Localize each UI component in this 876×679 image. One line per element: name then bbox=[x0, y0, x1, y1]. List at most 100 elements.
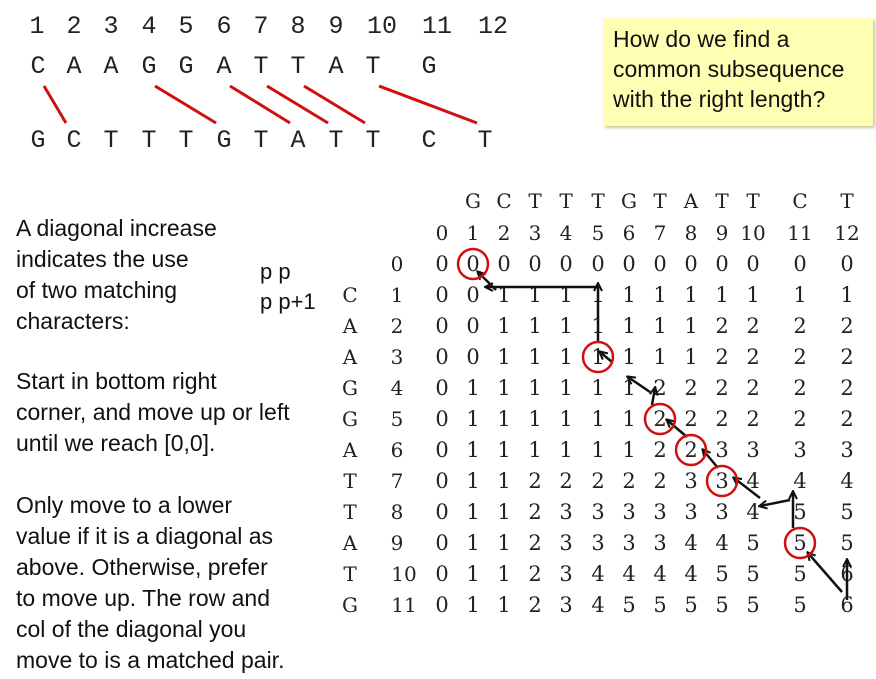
dp-cell: 5 bbox=[746, 593, 759, 617]
dp-cell: 0 bbox=[435, 345, 448, 369]
dp-cell: 5 bbox=[793, 531, 806, 555]
dp-cell: 5 bbox=[840, 531, 853, 555]
dp-cell: 3 bbox=[622, 500, 635, 524]
sequence-top-char: C bbox=[30, 52, 46, 81]
dp-cell: 1 bbox=[653, 345, 666, 369]
dp-cell: 2 bbox=[840, 376, 853, 400]
dp-cell: 1 bbox=[497, 438, 510, 462]
sequence-index: 12 bbox=[477, 12, 509, 41]
col-index: 2 bbox=[498, 221, 511, 245]
dp-cell: 4 bbox=[591, 593, 604, 617]
col-index: 12 bbox=[834, 221, 859, 245]
dp-cell: 1 bbox=[528, 314, 541, 338]
sequence-index: 10 bbox=[366, 12, 398, 41]
dp-cell: 2 bbox=[746, 376, 759, 400]
traceback-arrow bbox=[667, 420, 688, 438]
dp-cell: 0 bbox=[435, 531, 448, 555]
dp-cell: 3 bbox=[840, 438, 853, 462]
sequence-top-char: G bbox=[178, 52, 194, 81]
match-lines bbox=[42, 84, 478, 125]
question-line: with the right length? bbox=[613, 86, 826, 112]
dp-cell: 2 bbox=[793, 376, 806, 400]
sequence-bottom-char: C bbox=[421, 126, 437, 155]
pp-label: p p+1 bbox=[260, 289, 316, 314]
dp-cell: 3 bbox=[715, 500, 728, 524]
dp-cell: 1 bbox=[746, 283, 759, 307]
dp-cell: 1 bbox=[684, 283, 697, 307]
dp-cell: 1 bbox=[466, 376, 479, 400]
sequence-bottom-char: T bbox=[328, 126, 344, 155]
explanation-line: above. Otherwise, prefer bbox=[16, 554, 268, 580]
dp-cell: 0 bbox=[435, 500, 448, 524]
dp-cell: 4 bbox=[684, 531, 697, 555]
traceback-arrow bbox=[652, 388, 655, 406]
traceback-arrow bbox=[808, 553, 843, 593]
dp-cell: 0 bbox=[684, 252, 697, 276]
dp-cell: 1 bbox=[591, 407, 604, 431]
dp-cell: 1 bbox=[466, 593, 479, 617]
dp-cell: 3 bbox=[559, 500, 572, 524]
col-letter: C bbox=[792, 189, 807, 213]
dp-cell: 1 bbox=[466, 438, 479, 462]
col-letter: G bbox=[621, 189, 637, 213]
row-index: 10 bbox=[391, 562, 416, 586]
col-letter: A bbox=[683, 189, 699, 213]
sequence-index: 3 bbox=[103, 12, 119, 41]
dp-cell: 0 bbox=[528, 252, 541, 276]
dp-cell: 1 bbox=[559, 314, 572, 338]
dp-cell: 2 bbox=[622, 469, 635, 493]
row-index: 4 bbox=[391, 376, 404, 400]
sequence-index: 5 bbox=[178, 12, 194, 41]
match-line bbox=[154, 84, 217, 125]
traceback-arrow bbox=[734, 478, 761, 499]
dp-cell: 0 bbox=[435, 407, 448, 431]
explanation-line: A diagonal increase bbox=[16, 215, 217, 241]
sequence-bottom-char: C bbox=[66, 126, 82, 155]
sequence-bottom-char: G bbox=[216, 126, 232, 155]
traceback-arrow bbox=[628, 377, 651, 394]
col-index: 4 bbox=[560, 221, 573, 245]
match-line bbox=[42, 85, 68, 124]
dp-cell: 1 bbox=[497, 500, 510, 524]
sequence-bottom-char: T bbox=[141, 126, 157, 155]
dp-cell: 0 bbox=[435, 562, 448, 586]
dp-cell: 2 bbox=[684, 438, 697, 462]
dp-cell: 5 bbox=[840, 500, 853, 524]
dp-cell: 0 bbox=[840, 252, 853, 276]
row-index: 6 bbox=[391, 438, 404, 462]
sequence-bottom-char: T bbox=[103, 126, 119, 155]
row-letter: A bbox=[342, 531, 358, 555]
sequence-index: 6 bbox=[216, 12, 232, 41]
dp-cell: 4 bbox=[746, 500, 759, 524]
explanation-line: value if it is a diagonal as bbox=[16, 523, 273, 549]
dp-cell: 2 bbox=[840, 407, 853, 431]
match-circle bbox=[456, 247, 490, 281]
dp-cell: 3 bbox=[653, 531, 666, 555]
dp-cell: 0 bbox=[466, 283, 479, 307]
dp-cell: 1 bbox=[591, 345, 604, 369]
dp-cell: 4 bbox=[715, 531, 728, 555]
dp-cell: 1 bbox=[622, 314, 635, 338]
dp-cell: 2 bbox=[528, 593, 541, 617]
dp-cell: 1 bbox=[793, 283, 806, 307]
dp-cell: 1 bbox=[622, 283, 635, 307]
match-circle bbox=[674, 433, 708, 467]
dp-cell: 0 bbox=[715, 252, 728, 276]
match-circle bbox=[783, 526, 817, 560]
dp-cell: 2 bbox=[653, 376, 666, 400]
dp-cell: 5 bbox=[746, 562, 759, 586]
match-line bbox=[303, 84, 366, 125]
col-index: 1 bbox=[467, 221, 480, 245]
dp-cell: 0 bbox=[435, 314, 448, 338]
row-index: 2 bbox=[391, 314, 404, 338]
dp-cell: 1 bbox=[466, 500, 479, 524]
dp-cell: 1 bbox=[528, 283, 541, 307]
dp-cell: 5 bbox=[622, 593, 635, 617]
dp-cell: 2 bbox=[528, 469, 541, 493]
row-index: 7 bbox=[391, 469, 404, 493]
row-letter: C bbox=[342, 283, 357, 307]
dp-cell: 1 bbox=[622, 438, 635, 462]
dp-cell: 3 bbox=[591, 531, 604, 555]
dp-cell: 1 bbox=[466, 531, 479, 555]
sequence-top-char: T bbox=[290, 52, 306, 81]
